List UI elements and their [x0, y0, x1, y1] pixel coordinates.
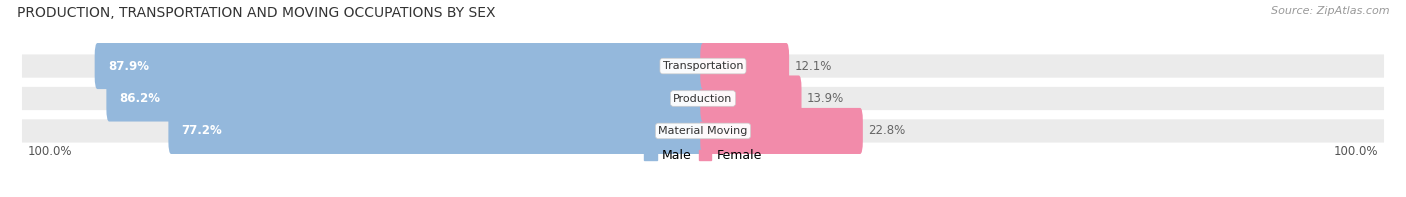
- FancyBboxPatch shape: [21, 86, 1385, 111]
- Text: Transportation: Transportation: [662, 61, 744, 71]
- Legend: Male, Female: Male, Female: [640, 144, 766, 167]
- Text: Source: ZipAtlas.com: Source: ZipAtlas.com: [1271, 6, 1389, 16]
- Text: 100.0%: 100.0%: [1334, 145, 1378, 158]
- FancyBboxPatch shape: [700, 43, 789, 89]
- Text: 87.9%: 87.9%: [108, 59, 149, 72]
- Text: 77.2%: 77.2%: [181, 125, 222, 138]
- FancyBboxPatch shape: [21, 53, 1385, 79]
- FancyBboxPatch shape: [21, 118, 1385, 144]
- FancyBboxPatch shape: [700, 108, 863, 154]
- Text: 13.9%: 13.9%: [807, 92, 844, 105]
- Text: 86.2%: 86.2%: [120, 92, 160, 105]
- Text: 100.0%: 100.0%: [28, 145, 72, 158]
- FancyBboxPatch shape: [169, 108, 706, 154]
- FancyBboxPatch shape: [94, 43, 706, 89]
- FancyBboxPatch shape: [700, 75, 801, 122]
- Text: PRODUCTION, TRANSPORTATION AND MOVING OCCUPATIONS BY SEX: PRODUCTION, TRANSPORTATION AND MOVING OC…: [17, 6, 495, 20]
- Text: Production: Production: [673, 94, 733, 103]
- Text: 12.1%: 12.1%: [794, 59, 832, 72]
- Text: Material Moving: Material Moving: [658, 126, 748, 136]
- Text: 22.8%: 22.8%: [869, 125, 905, 138]
- FancyBboxPatch shape: [107, 75, 706, 122]
